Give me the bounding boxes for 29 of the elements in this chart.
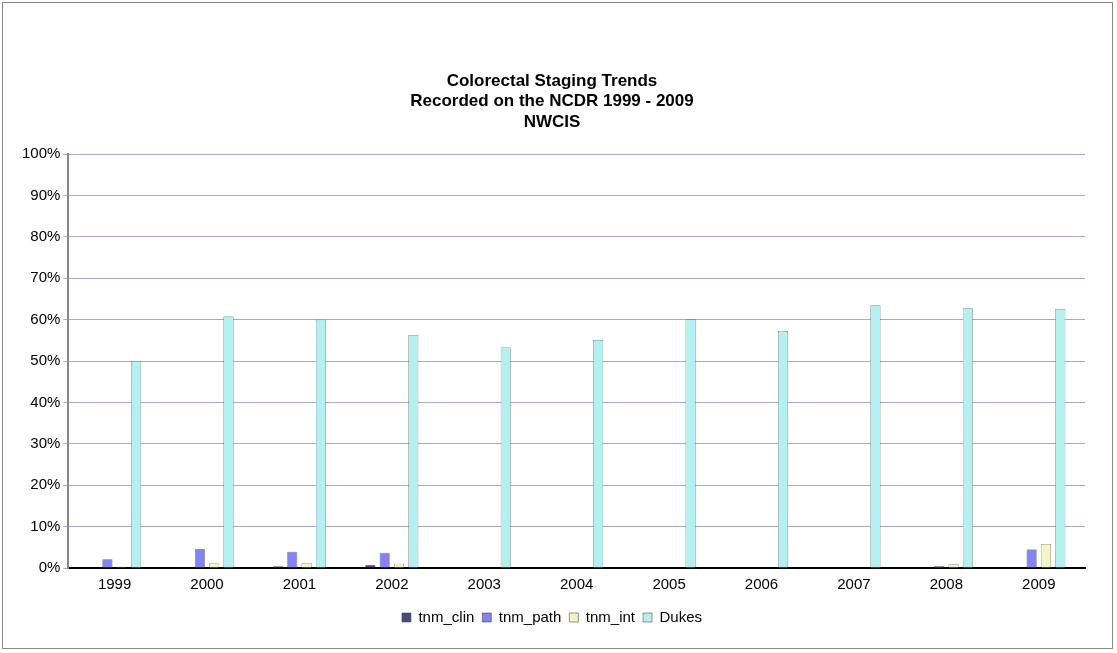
y-tick-label: 100%: [21, 144, 61, 162]
x-tick-label: 2004: [559, 575, 594, 593]
text: NWCIS: [523, 111, 581, 131]
legend-label: Dukes: [659, 607, 703, 625]
text: Recorded on the NCDR 1999 - 2009: [410, 91, 694, 111]
x-tick-label: 2000: [190, 575, 224, 593]
x-tick-label: 1999: [97, 575, 132, 593]
text: Colorectal Staging Trends: [446, 70, 658, 90]
y-tick-label: 20%: [30, 475, 61, 493]
y-tick-label: 10%: [30, 516, 61, 534]
x-tick-label: 2003: [467, 575, 501, 593]
y-tick-label: 50%: [30, 351, 61, 369]
x-tick-label: 2007: [837, 575, 871, 593]
x-tick-label: 2001: [282, 575, 317, 593]
legend-label: tnm_clin: [418, 607, 475, 625]
y-tick-label: 90%: [30, 185, 61, 203]
y-tick-label: 60%: [30, 309, 61, 327]
legend-label: tnm_path: [498, 607, 562, 625]
x-tick-label: 2009: [1022, 575, 1056, 593]
y-tick-label: 40%: [30, 392, 61, 410]
y-tick-label: 30%: [30, 434, 61, 451]
x-tick-label: 2006: [744, 575, 779, 593]
x-tick-label: 2005: [652, 575, 686, 593]
x-tick-label: 2008: [929, 575, 964, 593]
y-tick-label: 80%: [30, 227, 61, 245]
y-tick-label: 70%: [30, 268, 61, 286]
y-tick-label: 0%: [38, 558, 61, 576]
legend-label: tnm_int: [585, 607, 636, 625]
x-tick-label: 2002: [375, 575, 409, 593]
